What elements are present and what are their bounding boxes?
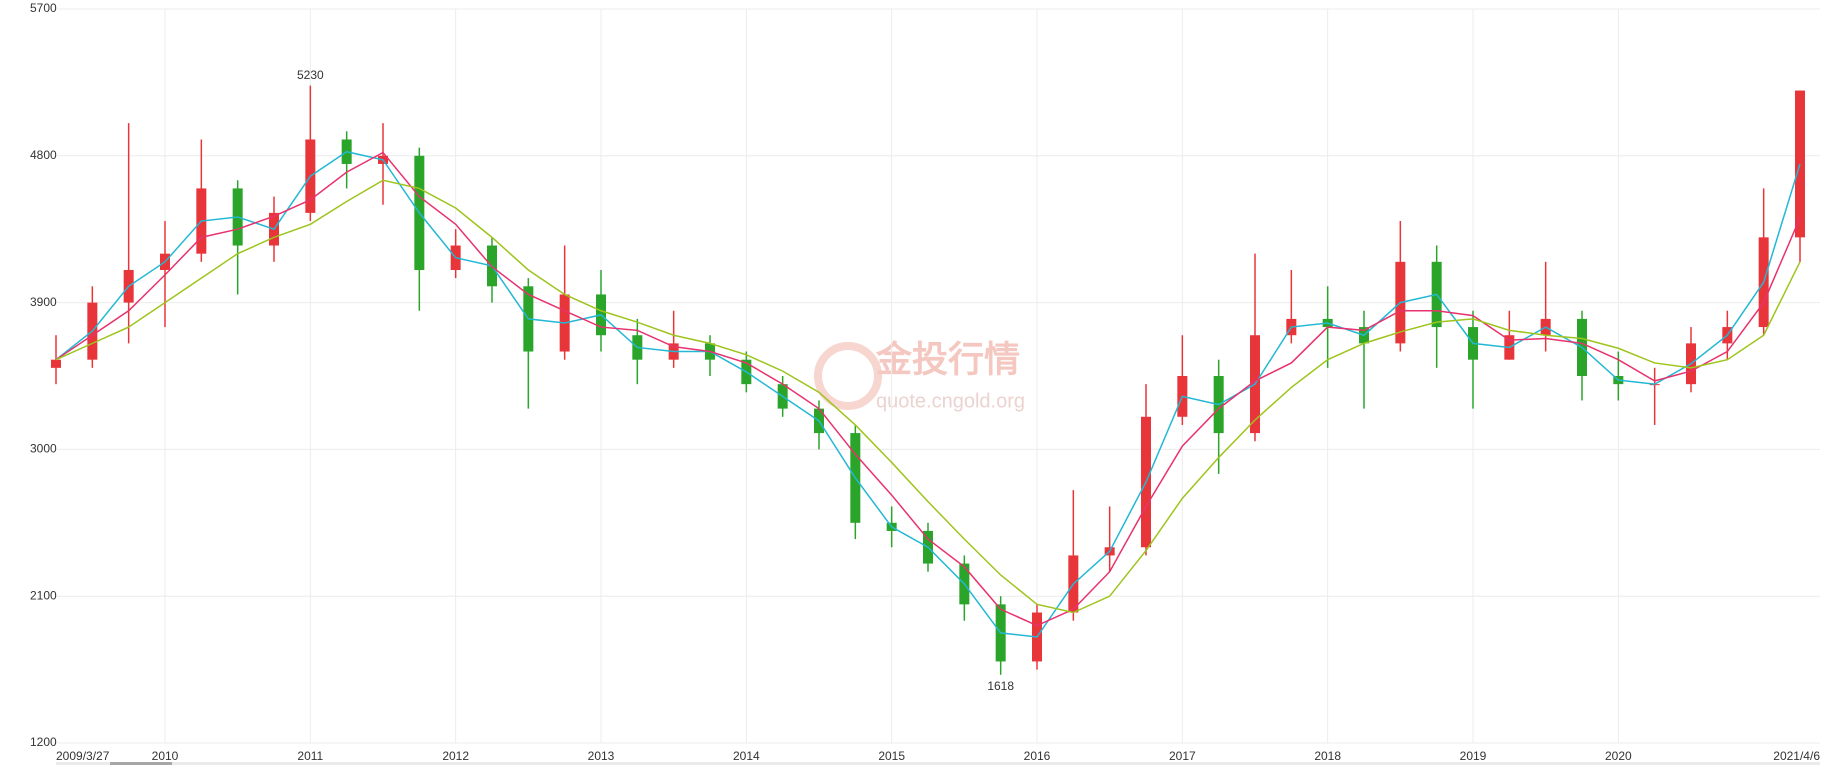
y-tick-label: 3900 bbox=[30, 295, 57, 309]
x-tick-label: 2018 bbox=[1314, 749, 1341, 763]
x-tick-label: 2009/3/27 bbox=[56, 749, 110, 763]
moving-average-line bbox=[55, 179, 1801, 614]
x-tick-label: 2010 bbox=[152, 749, 179, 763]
x-tick-label: 2019 bbox=[1460, 749, 1487, 763]
moving-average-line bbox=[55, 151, 1801, 627]
x-tick-label: 2016 bbox=[1024, 749, 1051, 763]
x-tick-label: 2014 bbox=[733, 749, 760, 763]
moving-average-line bbox=[55, 150, 1801, 638]
x-tick-label: 2021/4/6 bbox=[1773, 749, 1820, 763]
y-tick-label: 5700 bbox=[30, 1, 57, 15]
watermark-url: quote.cngold.org bbox=[876, 390, 1025, 412]
min-label: 1618 bbox=[987, 679, 1014, 693]
y-tick-label: 3000 bbox=[30, 442, 57, 456]
x-tick-label: 2013 bbox=[588, 749, 615, 763]
x-tick-label: 2011 bbox=[297, 749, 323, 763]
max-label: 5230 bbox=[297, 68, 324, 82]
watermark-title: 金投行情 bbox=[875, 339, 1020, 380]
x-tick-label: 2015 bbox=[878, 749, 905, 763]
candle-body bbox=[51, 359, 61, 368]
x-tick-label: 2017 bbox=[1169, 749, 1196, 763]
x-tick-label: 2012 bbox=[442, 749, 469, 763]
scroll-track[interactable] bbox=[56, 762, 1820, 765]
x-tick-label: 2020 bbox=[1605, 749, 1632, 763]
watermark-logo bbox=[814, 342, 882, 410]
y-tick-label: 4800 bbox=[30, 148, 57, 162]
y-tick-label: 1200 bbox=[30, 735, 57, 749]
y-tick-label: 2100 bbox=[30, 588, 57, 602]
